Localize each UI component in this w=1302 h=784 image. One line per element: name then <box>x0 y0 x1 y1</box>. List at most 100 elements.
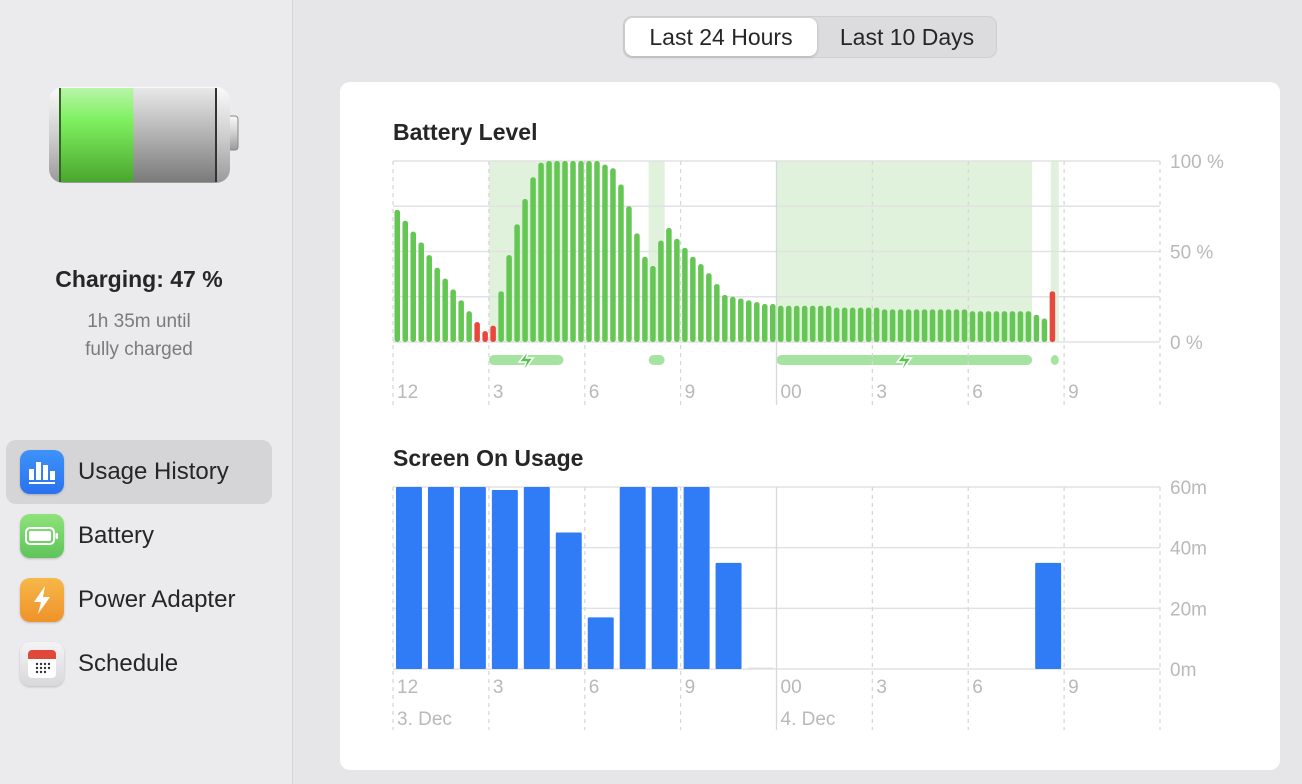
segment-last-24-hours[interactable]: Last 24 Hours <box>625 18 817 56</box>
usage-x-tick: 12 <box>397 677 418 698</box>
battery-bar <box>865 307 872 342</box>
battery-bar <box>809 305 816 342</box>
usage-x-tick: 9 <box>1068 677 1079 698</box>
battery-x-tick: 3 <box>493 382 504 403</box>
battery-bar <box>1033 314 1040 342</box>
battery-bar <box>993 311 1000 342</box>
usage-bar <box>523 487 550 669</box>
battery-bar <box>402 220 408 342</box>
battery-bar <box>754 302 760 342</box>
battery-x-tick: 00 <box>781 382 802 403</box>
battery-bar <box>426 255 432 342</box>
usage-bar <box>619 487 646 669</box>
battery-bar <box>873 307 880 342</box>
battery-bar <box>690 256 696 342</box>
battery-bar <box>602 164 608 342</box>
battery-bar <box>801 305 808 342</box>
battery-bar <box>394 209 400 342</box>
usage-bar <box>396 487 422 669</box>
usage-bar <box>587 617 614 669</box>
battery-bar <box>889 309 896 342</box>
battery-bar <box>442 278 448 342</box>
battery-bar <box>490 325 496 342</box>
battery-bar <box>410 231 416 342</box>
sidebar-item-schedule[interactable]: Schedule <box>6 632 272 696</box>
battery-bar <box>778 305 784 342</box>
sidebar-item-usage-history[interactable]: Usage History <box>6 440 272 504</box>
usage-bar <box>747 667 774 669</box>
battery-bar <box>770 303 776 342</box>
battery-bar <box>1001 311 1008 342</box>
usage-y-tick: 40m <box>1170 539 1207 560</box>
charging-period-bar <box>1050 355 1059 365</box>
usage-x-tick: 00 <box>781 677 802 698</box>
battery-bar <box>730 296 736 342</box>
battery-bar <box>793 305 800 342</box>
usage-x-tick: 6 <box>589 677 600 698</box>
battery-bar <box>650 265 656 342</box>
battery-bar <box>825 305 832 342</box>
battery-bar <box>610 168 616 342</box>
usage-bar <box>555 532 582 669</box>
usage-y-tick: 0m <box>1170 660 1196 681</box>
battery-bar <box>945 309 952 342</box>
battery-x-tick: 6 <box>972 382 983 403</box>
battery-bar <box>905 309 912 342</box>
calendar-icon <box>20 642 64 686</box>
battery-bar <box>538 162 544 342</box>
usage-bar <box>1035 562 1062 669</box>
battery-bar <box>658 240 664 342</box>
sidebar-item-label: Power Adapter <box>78 586 236 613</box>
battery-bar <box>833 307 840 342</box>
battery-bar <box>1017 311 1024 342</box>
battery-bar <box>1009 311 1016 342</box>
sidebar-item-power-adapter[interactable]: Power Adapter <box>6 568 272 632</box>
battery-bar <box>881 309 888 342</box>
battery-bar <box>530 177 536 342</box>
charging-period-bar <box>648 355 665 365</box>
battery-bar <box>849 307 856 342</box>
battery-bar <box>785 305 792 342</box>
battery-bar <box>985 311 992 342</box>
usage-bar <box>651 487 678 669</box>
battery-bar <box>546 161 552 342</box>
battery-bar <box>961 309 968 342</box>
battery-x-tick: 12 <box>397 382 418 403</box>
battery-bar <box>450 289 456 342</box>
segment-last-10-days[interactable]: Last 10 Days <box>839 23 975 50</box>
battery-bar <box>634 233 640 342</box>
battery-bar <box>929 309 936 342</box>
battery-icon <box>20 514 64 558</box>
battery-bar <box>714 284 720 342</box>
battery-bar <box>706 273 712 342</box>
battery-bar <box>466 311 472 342</box>
battery-x-tick: 6 <box>589 382 600 403</box>
sidebar-nav: Usage History Battery Power Adapter Sche… <box>6 440 272 696</box>
battery-bar <box>522 199 528 342</box>
battery-bar <box>674 238 680 342</box>
battery-y-tick: 50 % <box>1170 243 1213 264</box>
charging-bolt-icon <box>517 348 535 374</box>
battery-bar <box>482 331 488 342</box>
battery-bar <box>418 242 424 342</box>
battery-x-tick: 9 <box>1068 382 1079 403</box>
time-range-segmented-control: Last 24 Hours Last 10 Days <box>623 16 997 58</box>
bolt-icon <box>20 578 64 622</box>
battery-bar <box>738 298 744 342</box>
battery-bar <box>817 305 824 342</box>
battery-level-title: Battery Level <box>393 119 538 145</box>
battery-bar <box>626 206 632 342</box>
charging-bolt-icon <box>895 348 913 374</box>
battery-bar <box>921 309 928 342</box>
battery-bar <box>562 161 568 342</box>
charging-status: Charging: 47 % <box>55 266 223 292</box>
time-to-full: 1h 35m until fully charged <box>0 308 278 364</box>
battery-bar <box>498 291 504 342</box>
battery-bar <box>1041 318 1048 342</box>
usage-bar <box>683 487 710 669</box>
sidebar-item-battery[interactable]: Battery <box>6 504 272 568</box>
battery-x-tick: 3 <box>876 382 887 403</box>
battery-bar <box>762 303 768 342</box>
usage-y-tick: 20m <box>1170 599 1207 620</box>
